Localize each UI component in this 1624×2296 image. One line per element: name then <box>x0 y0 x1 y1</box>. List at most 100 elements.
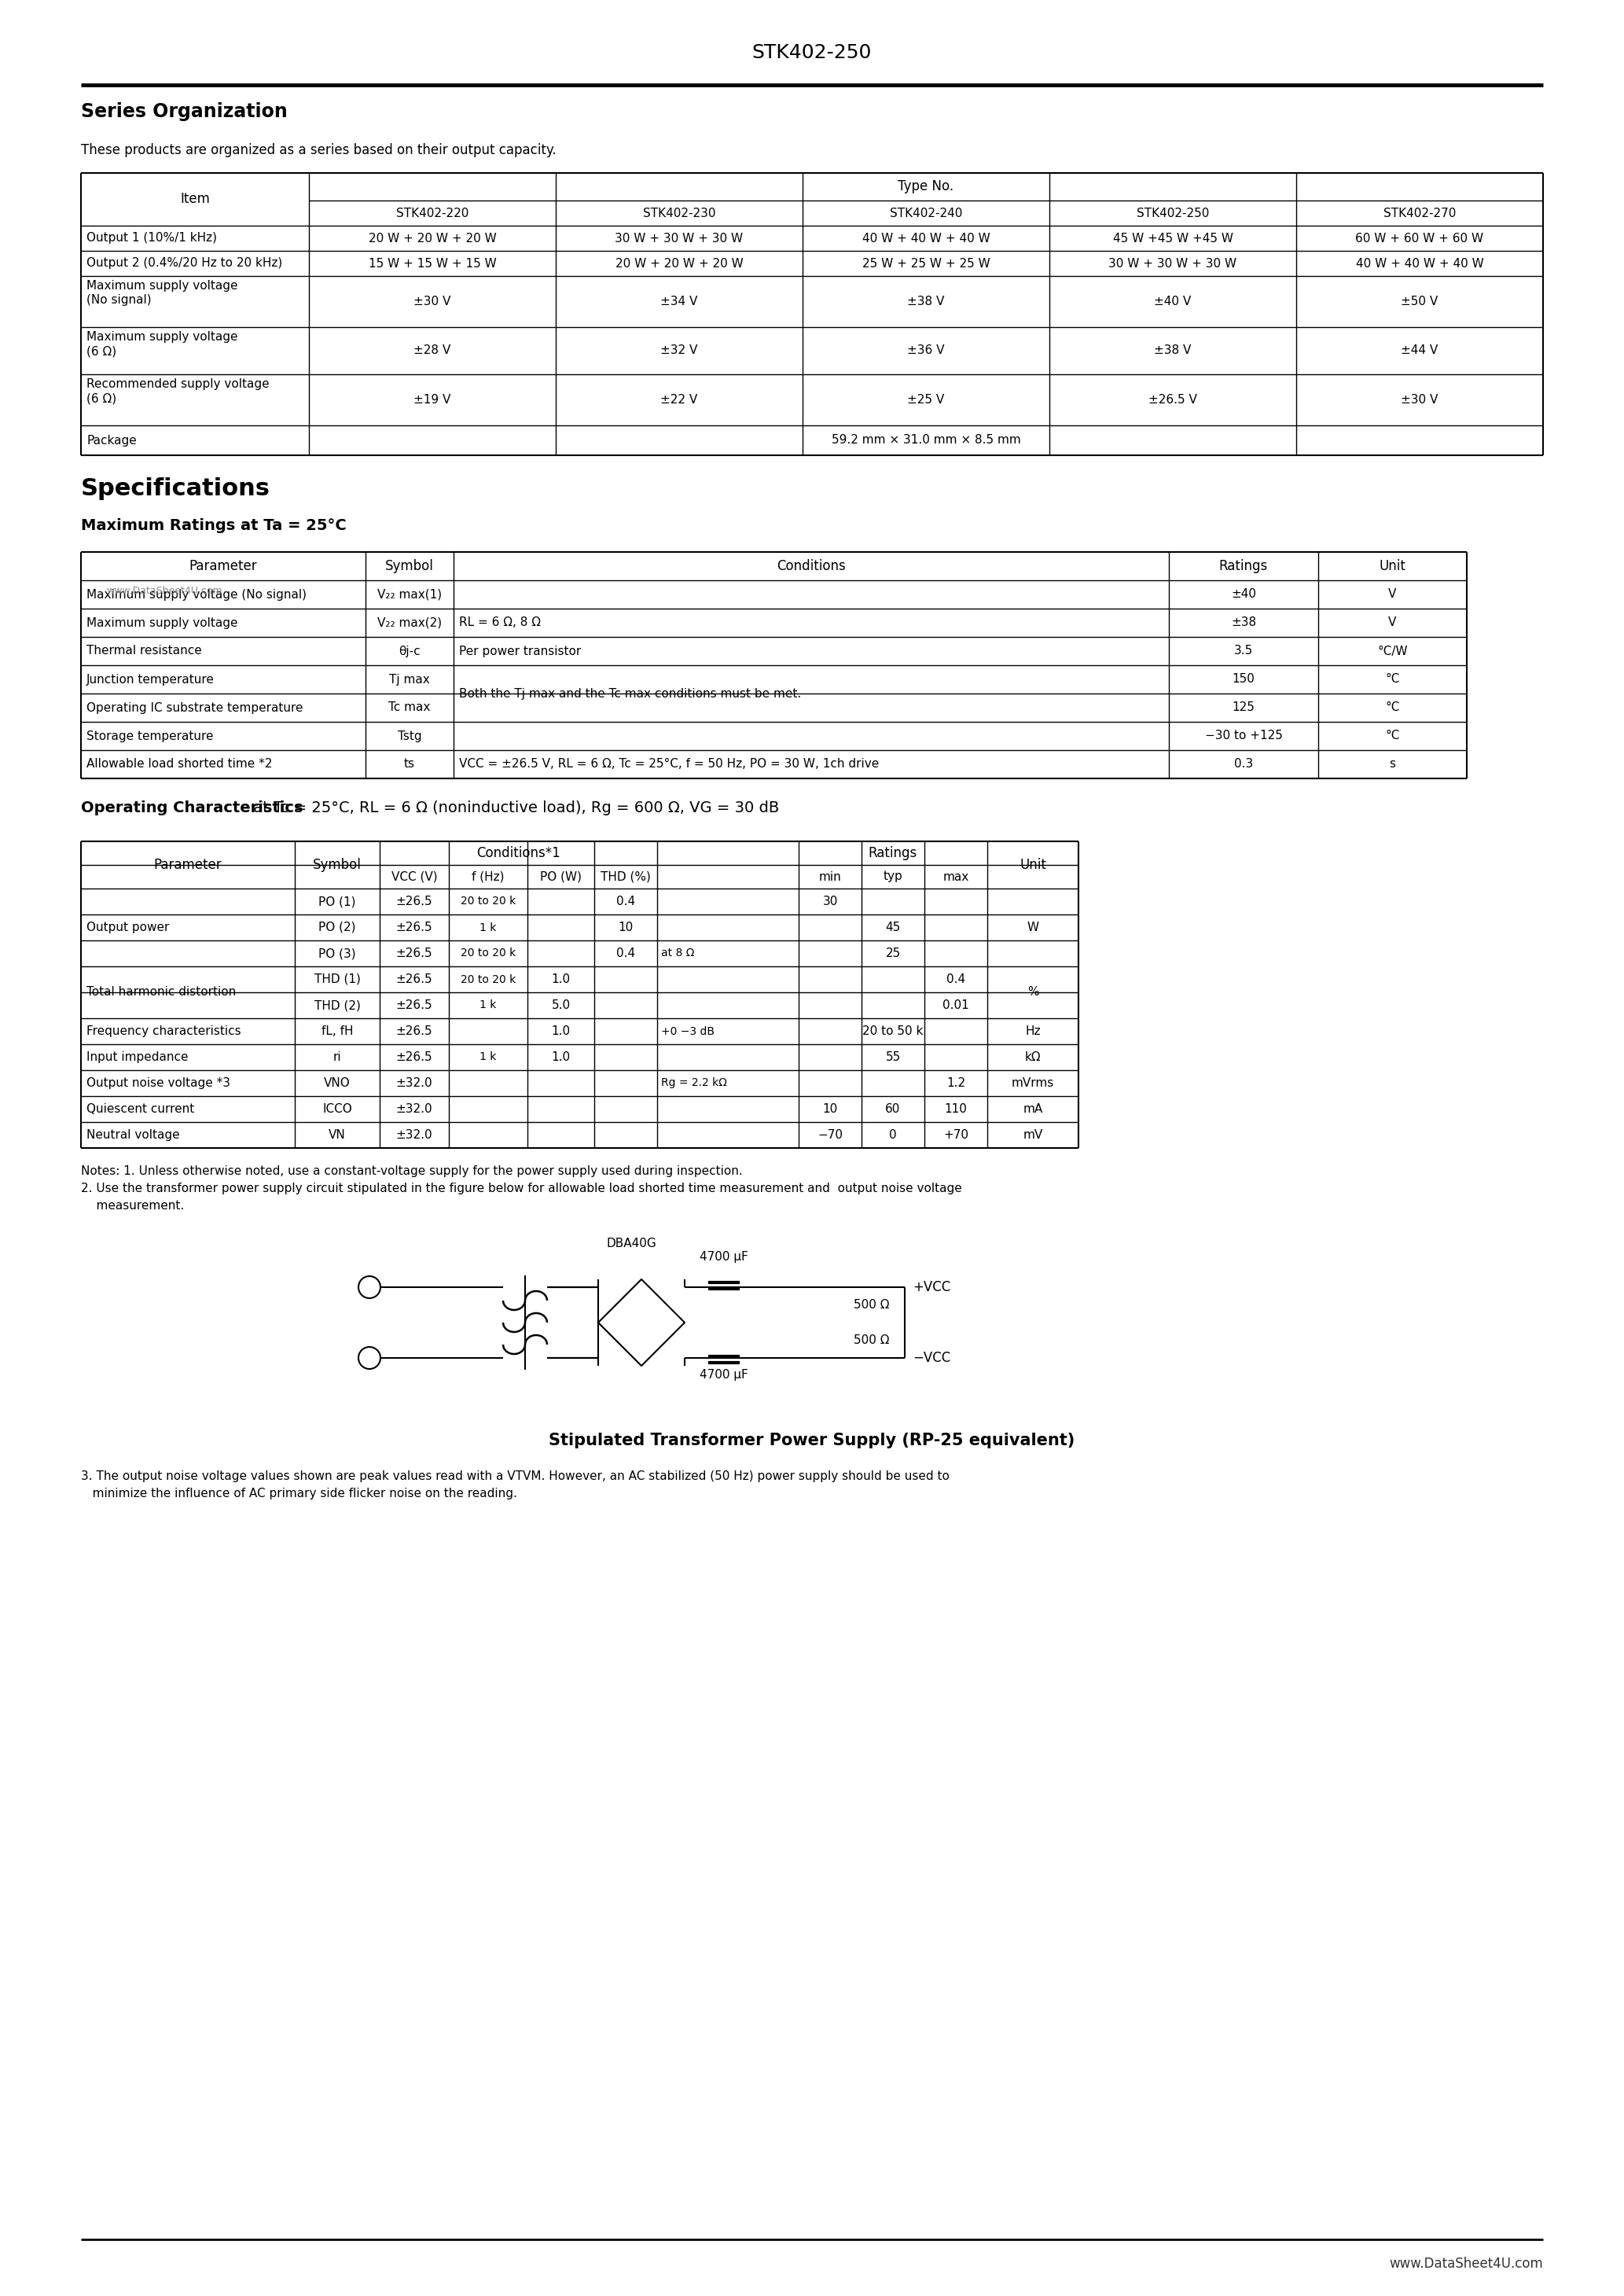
Text: 1 k: 1 k <box>479 923 497 932</box>
Text: 1.0: 1.0 <box>552 1052 570 1063</box>
Text: ±30 V: ±30 V <box>1402 395 1439 406</box>
Text: PO (3): PO (3) <box>318 948 356 960</box>
Text: s: s <box>1390 758 1395 769</box>
Text: Both the Tj max and the Tc max conditions must be met.: Both the Tj max and the Tc max condition… <box>460 687 801 700</box>
Text: °C: °C <box>1385 730 1400 742</box>
Text: Output 2 (0.4%/20 Hz to 20 kHz): Output 2 (0.4%/20 Hz to 20 kHz) <box>86 257 283 269</box>
Text: ±22 V: ±22 V <box>661 395 698 406</box>
Text: Unit: Unit <box>1020 859 1046 872</box>
Text: STK402-250: STK402-250 <box>752 44 872 62</box>
Text: 40 W + 40 W + 40 W: 40 W + 40 W + 40 W <box>1356 257 1484 269</box>
Text: Conditions: Conditions <box>776 558 846 574</box>
Text: V: V <box>1389 588 1397 599</box>
Text: 0: 0 <box>890 1130 896 1141</box>
Text: DBA40G: DBA40G <box>606 1238 656 1249</box>
Text: PO (1): PO (1) <box>318 895 356 907</box>
Text: ri: ri <box>333 1052 341 1063</box>
Text: 0.3: 0.3 <box>1234 758 1254 769</box>
Text: 60 W + 60 W + 60 W: 60 W + 60 W + 60 W <box>1356 232 1484 243</box>
Text: 1 k: 1 k <box>479 1052 497 1063</box>
Text: PO (2): PO (2) <box>318 921 356 934</box>
Text: f (Hz): f (Hz) <box>473 870 505 882</box>
Text: Rg = 2.2 kΩ: Rg = 2.2 kΩ <box>661 1077 728 1088</box>
Text: VNO: VNO <box>323 1077 351 1088</box>
Text: Operating IC substrate temperature: Operating IC substrate temperature <box>86 703 304 714</box>
Text: Allowable load shorted time *2: Allowable load shorted time *2 <box>86 758 273 769</box>
Text: 0.4: 0.4 <box>615 948 635 960</box>
Text: ±30 V: ±30 V <box>414 296 451 308</box>
Text: 5.0: 5.0 <box>552 999 570 1010</box>
Text: (No signal): (No signal) <box>86 294 151 305</box>
Text: fL, fH: fL, fH <box>322 1026 352 1038</box>
Text: 3. The output noise voltage values shown are peak values read with a VTVM. Howev: 3. The output noise voltage values shown… <box>81 1469 950 1483</box>
Text: 0.01: 0.01 <box>942 999 970 1010</box>
Text: 150: 150 <box>1233 673 1255 684</box>
Text: 20 W + 20 W + 20 W: 20 W + 20 W + 20 W <box>615 257 744 269</box>
Text: Hz: Hz <box>1025 1026 1041 1038</box>
Text: Series Organization: Series Organization <box>81 103 287 122</box>
Text: ±38 V: ±38 V <box>1155 344 1192 356</box>
Text: 30 W + 30 W + 30 W: 30 W + 30 W + 30 W <box>615 232 744 243</box>
Text: 20 to 20 k: 20 to 20 k <box>461 948 516 960</box>
Text: 60: 60 <box>885 1102 901 1116</box>
Text: Output noise voltage *3: Output noise voltage *3 <box>86 1077 231 1088</box>
Text: Unit: Unit <box>1379 558 1406 574</box>
Text: RL = 6 Ω, 8 Ω: RL = 6 Ω, 8 Ω <box>460 618 541 629</box>
Text: ±34 V: ±34 V <box>661 296 698 308</box>
Text: Tj max: Tj max <box>390 673 430 684</box>
Text: Symbol: Symbol <box>313 859 362 872</box>
Text: ±40: ±40 <box>1231 588 1255 599</box>
Text: ±26.5: ±26.5 <box>396 974 432 985</box>
Text: THD (2): THD (2) <box>313 999 361 1010</box>
Text: 500 Ω: 500 Ω <box>854 1300 890 1311</box>
Text: 30: 30 <box>822 895 838 907</box>
Text: ±36 V: ±36 V <box>908 344 945 356</box>
Text: +0 −3 dB: +0 −3 dB <box>661 1026 715 1038</box>
Text: 0.4: 0.4 <box>947 974 965 985</box>
Text: THD (%): THD (%) <box>601 870 651 882</box>
Text: kΩ: kΩ <box>1025 1052 1041 1063</box>
Text: ±26.5: ±26.5 <box>396 895 432 907</box>
Text: ±26.5: ±26.5 <box>396 948 432 960</box>
Text: These products are organized as a series based on their output capacity.: These products are organized as a series… <box>81 142 557 156</box>
Text: %: % <box>1026 987 1039 999</box>
Text: Recommended supply voltage: Recommended supply voltage <box>86 379 270 390</box>
Text: Item: Item <box>180 193 209 207</box>
Text: ±28 V: ±28 V <box>414 344 451 356</box>
Text: °C: °C <box>1385 673 1400 684</box>
Text: measurement.: measurement. <box>81 1201 184 1212</box>
Text: ±40 V: ±40 V <box>1155 296 1192 308</box>
Text: ICCO: ICCO <box>323 1102 352 1116</box>
Text: Type No.: Type No. <box>898 179 953 193</box>
Text: ±32.0: ±32.0 <box>396 1077 432 1088</box>
Text: Ratings: Ratings <box>869 845 918 861</box>
Text: Per power transistor: Per power transistor <box>460 645 581 657</box>
Text: ±26.5: ±26.5 <box>396 1026 432 1038</box>
Text: ±32 V: ±32 V <box>661 344 698 356</box>
Text: −30 to +125: −30 to +125 <box>1205 730 1283 742</box>
Text: 55: 55 <box>885 1052 901 1063</box>
Text: max: max <box>944 870 970 882</box>
Text: Junction temperature: Junction temperature <box>86 673 214 684</box>
Text: Package: Package <box>86 434 136 445</box>
Text: 10: 10 <box>822 1102 838 1116</box>
Text: minimize the influence of AC primary side flicker noise on the reading.: minimize the influence of AC primary sid… <box>81 1488 516 1499</box>
Text: min: min <box>818 870 841 882</box>
Text: θj-c: θj-c <box>398 645 421 657</box>
Text: Parameter: Parameter <box>188 558 257 574</box>
Text: 2. Use the transformer power supply circuit stipulated in the figure below for a: 2. Use the transformer power supply circ… <box>81 1182 961 1194</box>
Text: Thermal resistance: Thermal resistance <box>86 645 201 657</box>
Text: Ratings: Ratings <box>1220 558 1268 574</box>
Text: 40 W + 40 W + 40 W: 40 W + 40 W + 40 W <box>862 232 991 243</box>
Text: Quiescent current: Quiescent current <box>86 1102 195 1116</box>
Text: Maximum supply voltage: Maximum supply voltage <box>86 331 237 342</box>
Text: STK402-240: STK402-240 <box>890 207 963 218</box>
Text: −VCC: −VCC <box>913 1350 950 1366</box>
Text: 45 W +45 W +45 W: 45 W +45 W +45 W <box>1112 232 1233 243</box>
Text: ±25 V: ±25 V <box>908 395 945 406</box>
Text: ±50 V: ±50 V <box>1402 296 1439 308</box>
Text: ±32.0: ±32.0 <box>396 1130 432 1141</box>
Text: 4700 μF: 4700 μF <box>700 1251 749 1263</box>
Text: 1.2: 1.2 <box>947 1077 965 1088</box>
Text: at Tc = 25°C, RL = 6 Ω (noninductive load), Rg = 600 Ω, VG = 30 dB: at Tc = 25°C, RL = 6 Ω (noninductive loa… <box>248 801 780 815</box>
